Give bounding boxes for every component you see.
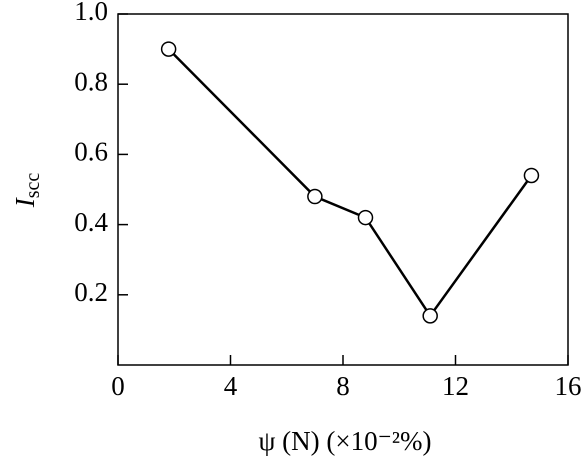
x-tick-label: 16: [555, 371, 582, 401]
x-tick-label: 0: [111, 371, 125, 401]
data-line: [167, 48, 533, 319]
data-point: [307, 188, 323, 205]
x-axis-label: ψ (N) (×10⁻²%): [259, 426, 432, 456]
y-axis-label: Iscc: [10, 173, 43, 209]
x-tick-label: 12: [442, 371, 469, 401]
data-point: [523, 167, 540, 184]
data-point: [357, 209, 374, 226]
y-tick-label: 0.2: [74, 277, 108, 307]
y-label-sub: scc: [22, 173, 44, 199]
y-tick-label: 0.6: [74, 137, 108, 167]
y-tick-label: 1.0: [74, 0, 108, 26]
y-axis-label-text: Iscc: [10, 173, 43, 209]
y-label-main: I: [10, 196, 40, 208]
y-tick-label: 0.4: [74, 207, 108, 237]
data-point: [160, 41, 177, 57]
y-tick-label: 0.8: [74, 66, 108, 96]
x-tick-label: 4: [224, 371, 238, 401]
data-point: [422, 308, 438, 324]
x-tick-label: 8: [336, 371, 350, 401]
